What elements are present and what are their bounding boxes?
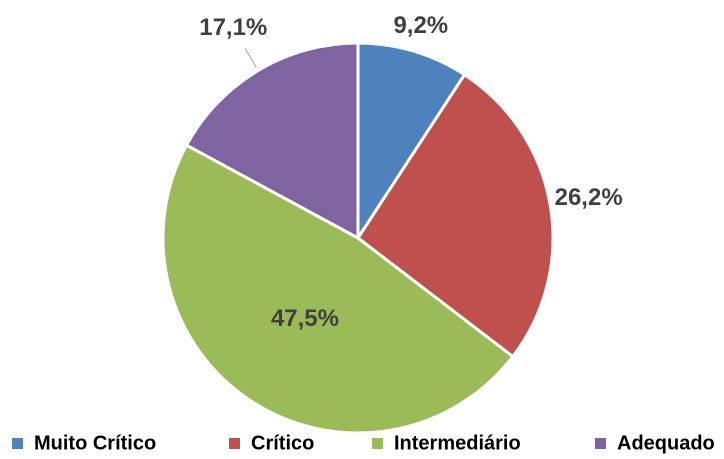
legend-label: Crítico xyxy=(251,432,314,454)
legend-label: Intermediário xyxy=(394,432,521,454)
legend-swatch xyxy=(595,438,606,449)
legend-swatch xyxy=(229,438,240,449)
leader-line xyxy=(244,48,257,68)
data-label: 17,1% xyxy=(199,14,267,41)
legend-label: Muito Crítico xyxy=(34,432,156,454)
legend-label: Adequado xyxy=(617,432,715,454)
data-label: 47,5% xyxy=(271,305,339,332)
pie-slice xyxy=(161,143,515,435)
pie-slice xyxy=(355,72,555,359)
data-label: 9,2% xyxy=(393,12,448,39)
pie-slice xyxy=(184,41,360,241)
pie-slice xyxy=(356,41,467,244)
legend-swatch xyxy=(372,438,383,449)
data-label: 26,2% xyxy=(555,184,623,211)
legend-swatch xyxy=(12,438,23,449)
